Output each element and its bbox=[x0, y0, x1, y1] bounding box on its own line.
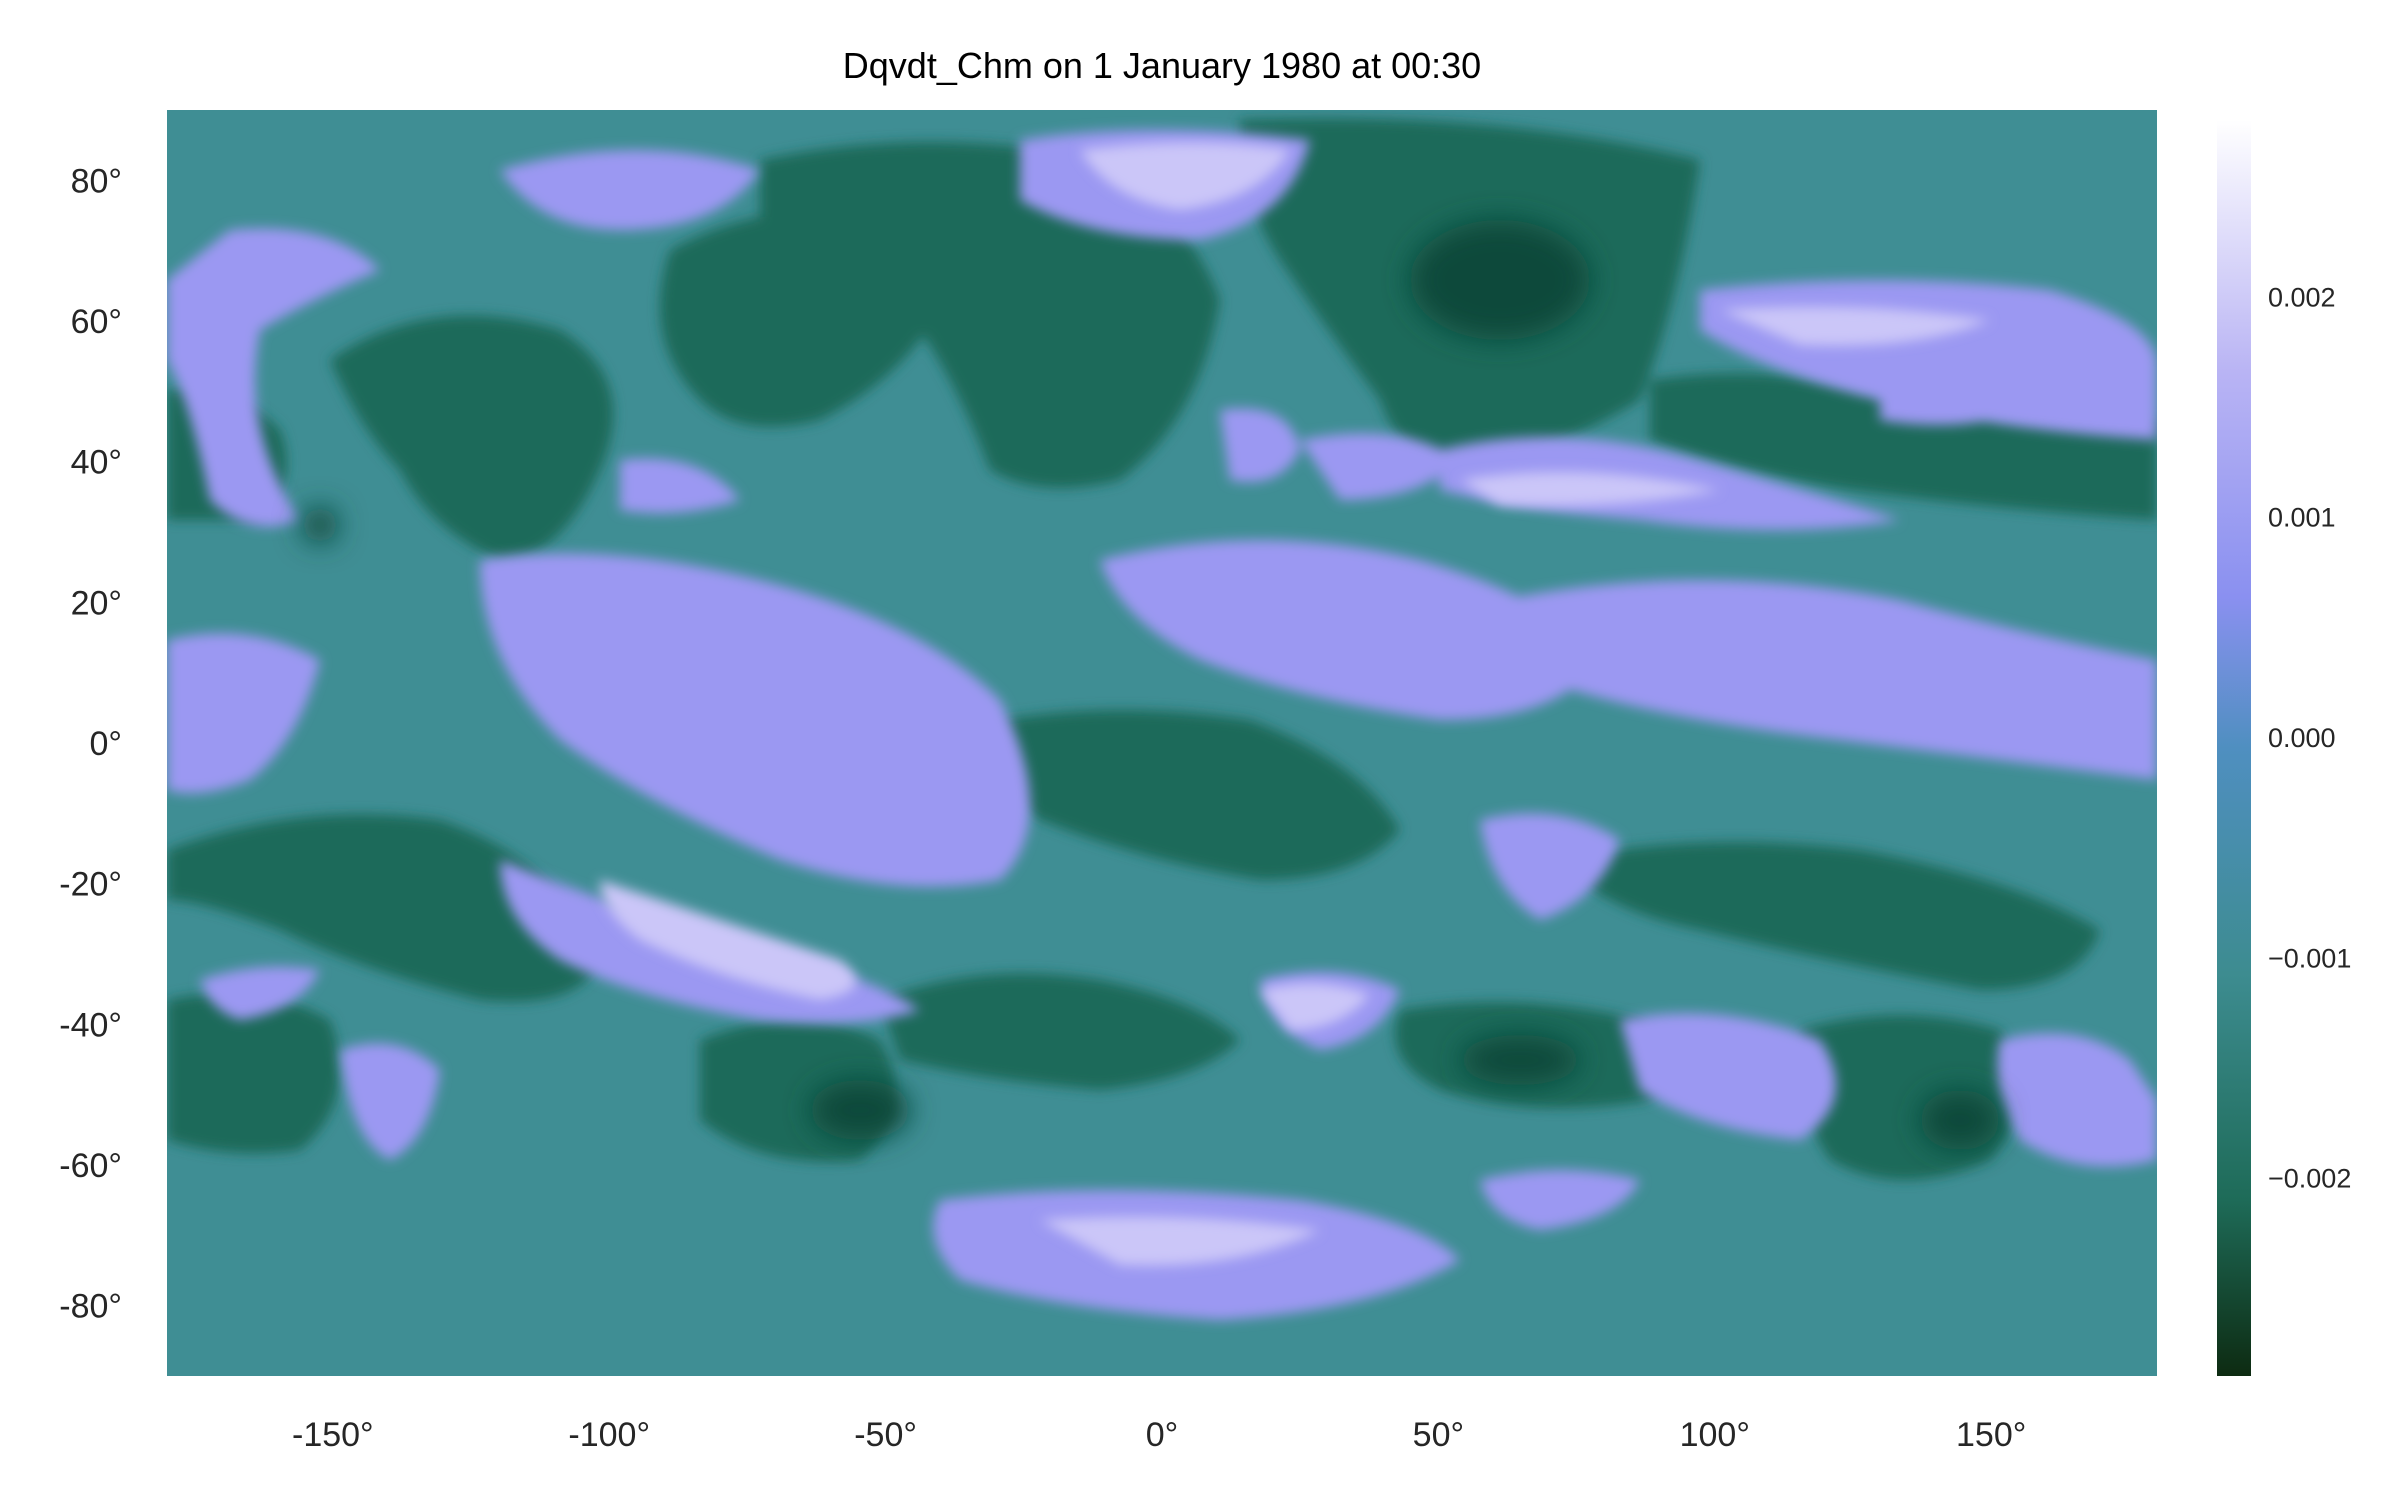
colorbar-tick-label: 0.002 bbox=[2268, 282, 2336, 312]
y-axis-ticks: 80° 60° 40° 20° 0° -20° -40° -60° -80° bbox=[59, 162, 122, 1325]
y-tick-label: -20° bbox=[59, 866, 122, 904]
strong-positive-regions bbox=[600, 142, 1990, 1266]
y-tick-label: 40° bbox=[71, 444, 122, 482]
x-tick-label: 100° bbox=[1680, 1416, 1750, 1454]
colorbar-tick-label: −0.001 bbox=[2268, 943, 2351, 973]
x-axis-ticks: -150° -100° -50° 0° 50° 100° 150° bbox=[292, 1416, 2026, 1454]
strong-negative-regions bbox=[302, 220, 2000, 1150]
y-tick-label: 80° bbox=[71, 162, 122, 200]
map-field bbox=[167, 110, 2157, 1376]
colorbar-gradient bbox=[2217, 120, 2251, 1376]
x-tick-label: -100° bbox=[568, 1416, 650, 1454]
x-tick-label: 50° bbox=[1413, 1416, 1464, 1454]
x-tick-label: 0° bbox=[1146, 1416, 1179, 1454]
x-tick-label: -150° bbox=[292, 1416, 374, 1454]
colorbar: 0.002 0.001 0.000 −0.001 −0.002 bbox=[2217, 120, 2351, 1376]
x-tick-label: 150° bbox=[1956, 1416, 2026, 1454]
y-tick-label: 60° bbox=[71, 303, 122, 341]
colorbar-tick-label: 0.000 bbox=[2268, 723, 2336, 753]
y-tick-label: -40° bbox=[59, 1006, 122, 1044]
y-tick-label: 0° bbox=[89, 725, 122, 763]
chart-title: Dqvdt_Chm on 1 January 1980 at 00:30 bbox=[843, 45, 1481, 86]
x-tick-label: -50° bbox=[854, 1416, 917, 1454]
y-tick-label: -60° bbox=[59, 1147, 122, 1185]
colorbar-tick-label: 0.001 bbox=[2268, 503, 2336, 533]
y-tick-label: -80° bbox=[59, 1288, 122, 1326]
y-tick-label: 20° bbox=[71, 584, 122, 622]
colorbar-tick-label: −0.002 bbox=[2268, 1164, 2351, 1194]
colorbar-ticks: 0.002 0.001 0.000 −0.001 −0.002 bbox=[2268, 282, 2351, 1193]
negative-regions bbox=[167, 118, 2157, 1180]
